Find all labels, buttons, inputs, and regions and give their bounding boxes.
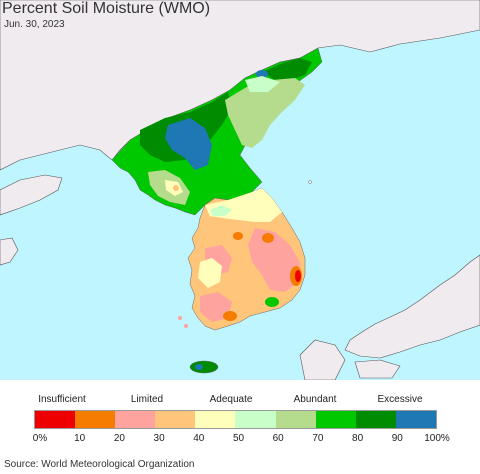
- legend-category-labels: Insufficient Limited Adequate Abundant E…: [0, 394, 480, 408]
- legend-tick-7: 70: [312, 433, 324, 444]
- soil-moisture-map: [0, 0, 480, 380]
- legend-color-bar: [34, 410, 437, 429]
- shandong-peninsula: [0, 174, 63, 216]
- legend-tick-1: 10: [74, 433, 86, 444]
- legend-label-excessive: Excessive: [377, 394, 423, 405]
- legend-label-abundant: Abundant: [293, 394, 337, 405]
- china-coast-south: [0, 237, 19, 266]
- legend-swatch-3: [155, 411, 196, 428]
- legend-swatch-5: [235, 411, 276, 428]
- legend-tick-8: 80: [352, 433, 364, 444]
- legend-swatch-4: [195, 411, 236, 428]
- legend-swatch-9: [395, 411, 436, 428]
- map-title: Percent Soil Moisture (WMO): [2, 0, 211, 17]
- legend-swatch-1: [75, 411, 116, 428]
- legend-ticks: 0% 10 20 30 40 50 60 70 80 90 100%: [0, 433, 480, 447]
- legend-tick-4: 40: [193, 433, 205, 444]
- japan-kyushu: [299, 339, 346, 380]
- japan-honshu: [344, 254, 480, 359]
- legend-tick-5: 50: [232, 433, 245, 444]
- legend-swatch-7: [315, 411, 356, 428]
- legend-label-limited: Limited: [130, 394, 164, 405]
- legend-tick-9: 90: [391, 433, 403, 444]
- legend-label-insufficient: Insufficient: [38, 394, 86, 405]
- legend-swatch-2: [115, 411, 156, 428]
- legend-tick-2: 20: [113, 433, 125, 444]
- legend-swatch-0: [35, 411, 76, 428]
- legend-swatch-6: [275, 411, 316, 428]
- source-credit: Source: World Meteorological Organizatio…: [4, 459, 195, 470]
- legend-tick-0: 0%: [32, 433, 48, 444]
- legend-tick-3: 30: [153, 433, 165, 444]
- legend-label-adequate: Adequate: [209, 394, 253, 405]
- map-date: Jun. 30, 2023: [4, 19, 65, 30]
- jeju-island: [189, 360, 219, 374]
- legend-tick-10: 100%: [424, 433, 450, 444]
- japan-shikoku: [354, 359, 401, 379]
- legend-tick-6: 60: [272, 433, 284, 444]
- legend-swatch-8: [355, 411, 396, 428]
